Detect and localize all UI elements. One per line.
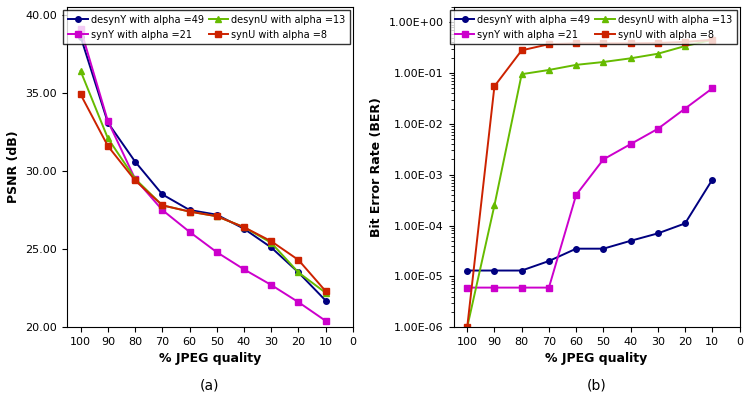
Legend: desynY with alpha =49, synY with alpha =21, desynU with alpha =13, synU with alp: desynY with alpha =49, synY with alpha =…: [450, 10, 736, 44]
Line: desynU with alpha =13: desynU with alpha =13: [464, 37, 715, 330]
synY with alpha =21: [653, 126, 662, 131]
desynY with alpha =49: [185, 208, 194, 212]
synY with alpha =21: [626, 142, 635, 146]
Y-axis label: Bit Error Rate (BER): Bit Error Rate (BER): [370, 97, 383, 237]
desynU with alpha =13: [158, 203, 166, 208]
synY with alpha =21: [518, 285, 526, 290]
synY with alpha =21: [463, 285, 472, 290]
desynU with alpha =13: [626, 56, 635, 61]
synY with alpha =21: [130, 176, 140, 181]
Y-axis label: PSNR (dB): PSNR (dB): [7, 131, 20, 203]
Line: synU with alpha =8: synU with alpha =8: [464, 37, 715, 330]
desynU with alpha =13: [572, 62, 580, 67]
synU with alpha =8: [490, 84, 499, 89]
synU with alpha =8: [104, 144, 112, 148]
desynU with alpha =13: [130, 176, 140, 181]
synU with alpha =8: [544, 42, 554, 46]
desynY with alpha =49: [653, 231, 662, 236]
synU with alpha =8: [518, 48, 526, 53]
desynU with alpha =13: [104, 136, 112, 141]
synU with alpha =8: [626, 41, 635, 46]
synY with alpha =21: [239, 267, 248, 272]
synU with alpha =8: [653, 40, 662, 45]
synY with alpha =21: [708, 86, 717, 91]
synU with alpha =8: [267, 239, 276, 244]
synU with alpha =8: [294, 258, 303, 262]
synU with alpha =8: [76, 92, 85, 97]
desynY with alpha =49: [158, 192, 166, 197]
desynU with alpha =13: [518, 72, 526, 77]
desynY with alpha =49: [544, 259, 554, 264]
desynU with alpha =13: [212, 214, 221, 219]
synU with alpha =8: [708, 37, 717, 42]
desynY with alpha =49: [599, 246, 608, 251]
synU with alpha =8: [572, 41, 580, 46]
desynU with alpha =13: [267, 241, 276, 245]
desynY with alpha =49: [104, 120, 112, 125]
desynY with alpha =49: [294, 270, 303, 275]
synU with alpha =8: [321, 289, 330, 294]
synY with alpha =21: [321, 318, 330, 323]
desynY with alpha =49: [463, 268, 472, 273]
Line: synY with alpha =21: synY with alpha =21: [464, 86, 715, 290]
synY with alpha =21: [294, 300, 303, 304]
desynY with alpha =49: [212, 212, 221, 217]
synU with alpha =8: [212, 214, 221, 219]
Line: desynU with alpha =13: desynU with alpha =13: [78, 68, 328, 295]
desynY with alpha =49: [76, 34, 85, 39]
Text: (b): (b): [586, 378, 607, 392]
Line: desynY with alpha =49: desynY with alpha =49: [464, 177, 715, 273]
synU with alpha =8: [158, 203, 166, 208]
synY with alpha =21: [572, 193, 580, 197]
desynY with alpha =49: [680, 221, 689, 226]
X-axis label: % JPEG quality: % JPEG quality: [159, 353, 261, 365]
synY with alpha =21: [185, 229, 194, 234]
desynY with alpha =49: [130, 159, 140, 164]
synU with alpha =8: [130, 178, 140, 183]
desynU with alpha =13: [321, 290, 330, 295]
desynU with alpha =13: [680, 44, 689, 48]
Line: synY with alpha =21: synY with alpha =21: [78, 26, 328, 324]
desynY with alpha =49: [490, 268, 499, 273]
Legend: desynY with alpha =49, synY with alpha =21, desynU with alpha =13, synU with alp: desynY with alpha =49, synY with alpha =…: [64, 10, 350, 44]
synY with alpha =21: [267, 283, 276, 287]
desynU with alpha =13: [294, 270, 303, 275]
synY with alpha =21: [158, 208, 166, 212]
desynY with alpha =49: [518, 268, 526, 273]
synY with alpha =21: [76, 27, 85, 31]
synU with alpha =8: [239, 225, 248, 229]
desynY with alpha =49: [267, 245, 276, 250]
Line: desynY with alpha =49: desynY with alpha =49: [78, 34, 328, 303]
synY with alpha =21: [680, 106, 689, 111]
synY with alpha =21: [104, 119, 112, 123]
synY with alpha =21: [599, 157, 608, 162]
desynY with alpha =49: [572, 246, 580, 251]
desynU with alpha =13: [544, 67, 554, 72]
desynY with alpha =49: [626, 239, 635, 243]
desynU with alpha =13: [599, 60, 608, 64]
desynU with alpha =13: [708, 37, 717, 42]
desynU with alpha =13: [185, 209, 194, 214]
synU with alpha =8: [185, 209, 194, 214]
synY with alpha =21: [212, 250, 221, 254]
synY with alpha =21: [490, 285, 499, 290]
desynU with alpha =13: [463, 325, 472, 330]
desynY with alpha =49: [239, 226, 248, 231]
X-axis label: % JPEG quality: % JPEG quality: [545, 353, 648, 365]
synU with alpha =8: [599, 41, 608, 46]
desynY with alpha =49: [321, 298, 330, 303]
desynU with alpha =13: [653, 51, 662, 56]
synY with alpha =21: [544, 285, 554, 290]
desynU with alpha =13: [239, 225, 248, 229]
desynU with alpha =13: [490, 203, 499, 208]
synU with alpha =8: [680, 40, 689, 44]
Line: synU with alpha =8: synU with alpha =8: [78, 92, 328, 294]
synU with alpha =8: [463, 325, 472, 330]
desynU with alpha =13: [76, 69, 85, 73]
Text: (a): (a): [200, 378, 220, 392]
desynY with alpha =49: [708, 177, 717, 182]
